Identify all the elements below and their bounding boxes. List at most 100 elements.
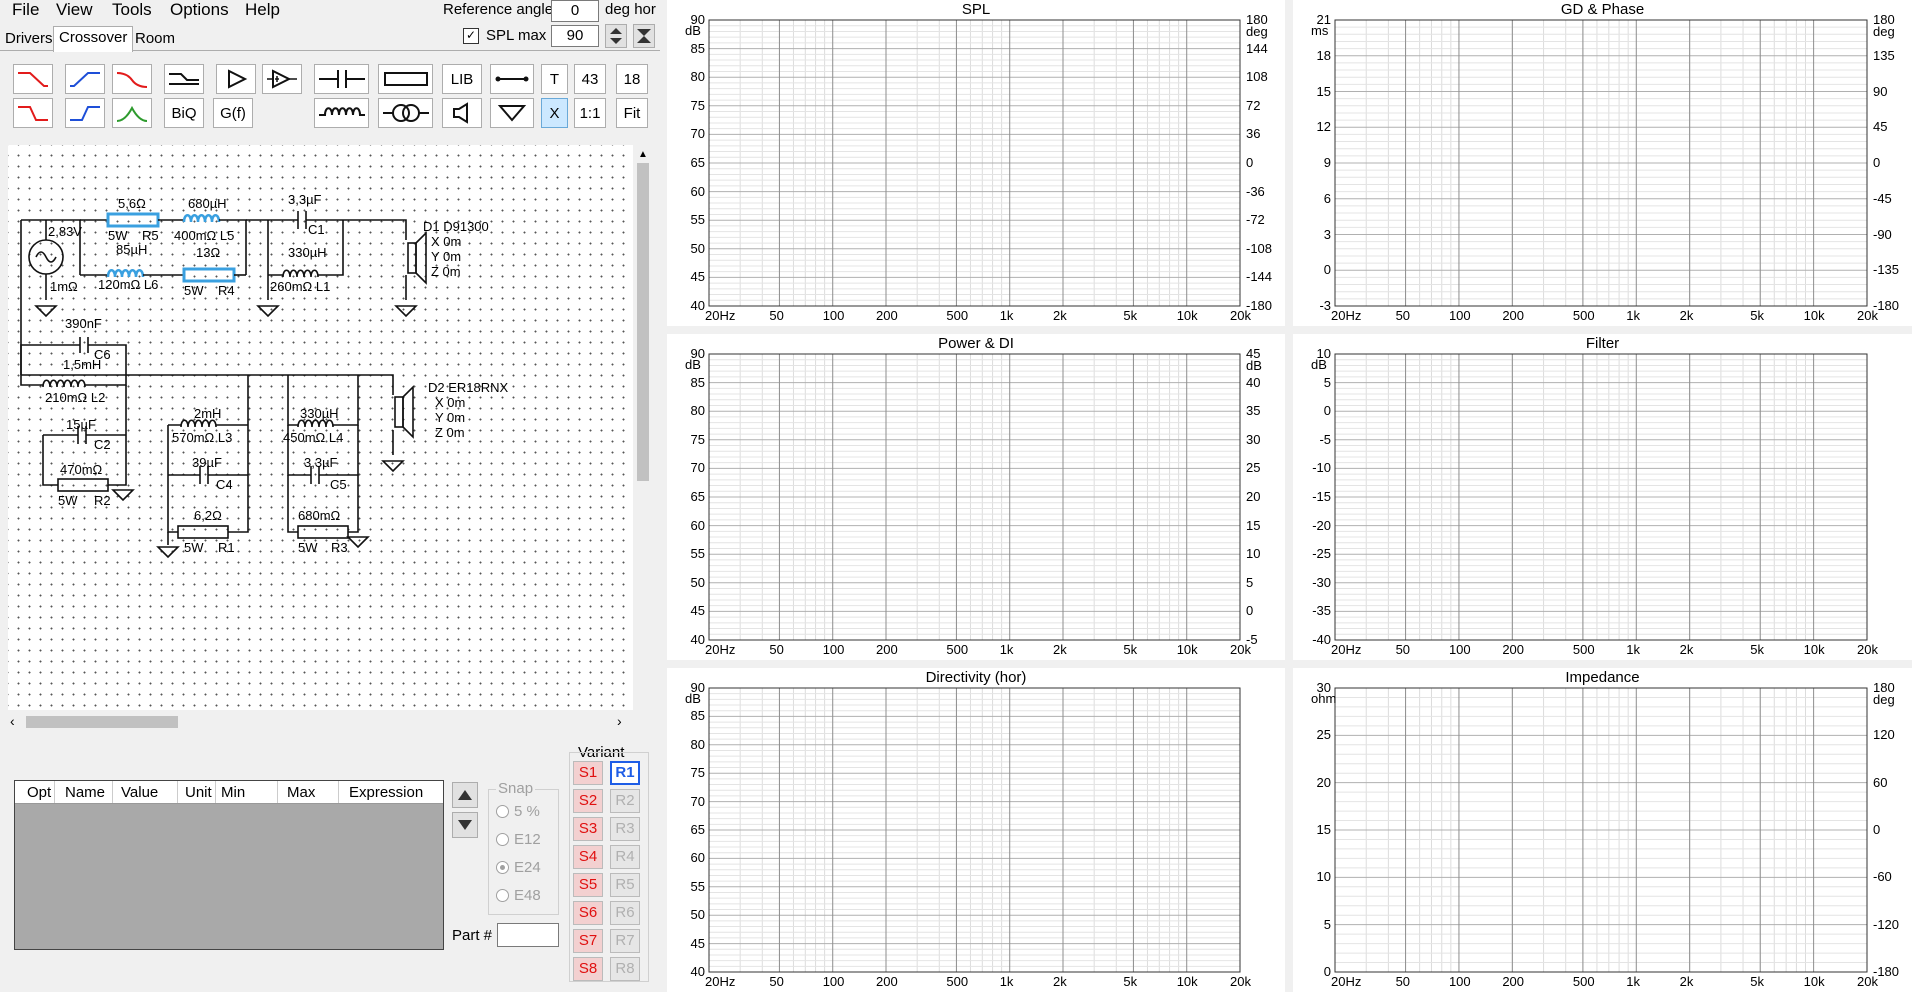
variant-s4-button[interactable]: S4	[573, 845, 603, 869]
col-expression[interactable]: Expression	[349, 784, 424, 801]
highpass-blue-2-button[interactable]	[65, 98, 105, 128]
variant-r2-button[interactable]: R2	[610, 789, 640, 813]
schematic-vscroll[interactable]: ▲	[634, 145, 652, 710]
transfer-function-button[interactable]: G(f)	[213, 98, 253, 128]
variant-r1-button[interactable]: R1	[610, 761, 640, 785]
opamp-button[interactable]	[262, 64, 302, 94]
splmax-checkbox[interactable]: ✓	[463, 28, 479, 44]
chart-power[interactable]: Power & DI 20Hz 50 100 200 500 1k 2k 5k 10k 20k 90 8…	[667, 334, 1285, 660]
text-button[interactable]: T	[541, 64, 568, 94]
chart-impedance-ytick: 25	[1316, 727, 1331, 743]
schematic-hscroll[interactable]: ‹ ›	[8, 712, 633, 730]
tab-crossover[interactable]: Crossover	[53, 26, 134, 52]
schematic-canvas[interactable]: 2,83V 1mΩ 5,6Ω 5W R5 680µH 400mΩ L5 3,3µ…	[8, 145, 633, 710]
col-unit[interactable]: Unit	[185, 784, 212, 801]
variant-r7-button[interactable]: R7	[610, 929, 640, 953]
chart-spl-y2tick: 144	[1246, 40, 1268, 56]
chart-directivity[interactable]: Directivity (hor) 20Hz 50 100 200 500 1k 2k 5k 10…	[667, 668, 1285, 992]
menu-file[interactable]: File	[12, 0, 40, 19]
zoom-1-1-button[interactable]: 1:1	[574, 98, 606, 128]
transformer-button[interactable]	[378, 98, 433, 128]
schematic-hscroll-thumb[interactable]	[26, 716, 178, 728]
col-opt[interactable]: Opt	[27, 784, 52, 801]
part-input[interactable]	[497, 923, 559, 947]
wire-button[interactable]	[490, 64, 534, 94]
chart-gd-y2tick: 45	[1873, 119, 1888, 135]
optimizer-table[interactable]: Opt Name Value Unit Min Max Expression	[14, 780, 444, 950]
chart-gd-ytick: 12	[1316, 119, 1331, 135]
lib-button[interactable]: LIB	[442, 64, 482, 94]
delete-button[interactable]: X	[541, 98, 568, 128]
chart-gd-ytick: 0	[1323, 262, 1331, 278]
menu-tools[interactable]: Tools	[112, 0, 152, 19]
chart-gd[interactable]: GD & Phase 20Hz 50 100 200 500 1k 2k 5k 10k 20k 21 1…	[1293, 0, 1912, 326]
tab-room[interactable]: Room	[135, 30, 176, 47]
variant-r3-button[interactable]: R3	[610, 817, 640, 841]
snap-e12-radio[interactable]: E12	[496, 831, 541, 848]
variant-s5-button[interactable]: S5	[573, 873, 603, 897]
highpass-blue-button[interactable]	[65, 64, 105, 94]
splmax-spinner[interactable]	[605, 24, 627, 48]
variant-s1-button[interactable]: S1	[573, 761, 603, 785]
biquad-button[interactable]: BiQ	[164, 98, 204, 128]
scroll-up-icon[interactable]: ▲	[638, 149, 648, 160]
speaker-button[interactable]	[442, 98, 482, 128]
scroll-right-icon[interactable]: ›	[617, 713, 622, 729]
lowpass-red-button[interactable]	[13, 64, 53, 94]
snap-e24-radio[interactable]: E24	[496, 859, 541, 876]
variant-r5-button[interactable]: R5	[610, 873, 640, 897]
tab-drivers[interactable]: Drivers	[5, 30, 53, 47]
value-18-button[interactable]: 18	[616, 64, 648, 94]
lowpass-red-2-button[interactable]	[13, 98, 53, 128]
c6-value: 390nF	[65, 316, 102, 331]
zoom-fit-button[interactable]: Fit	[616, 98, 648, 128]
menu-view[interactable]: View	[56, 0, 93, 19]
chart-gd-xtick: 10k	[1803, 308, 1825, 323]
snap-e48-radio[interactable]: E48	[496, 887, 541, 904]
amplifier-button[interactable]	[216, 64, 256, 94]
shelf-button[interactable]	[164, 64, 204, 94]
chart-spl-ytick: 70	[690, 126, 705, 142]
chart-gd-ytick: -3	[1319, 298, 1331, 313]
variant-s8-button[interactable]: S8	[573, 957, 603, 981]
splmax-range-button[interactable]	[633, 24, 655, 48]
scroll-left-icon[interactable]: ‹	[10, 713, 15, 729]
variant-s3-button[interactable]: S3	[573, 817, 603, 841]
chart-filter[interactable]: Filter 20Hz 50 100 200 500 1k 2k 5k 10k 20k 10 5 0 -5-…	[1293, 334, 1912, 660]
schematic-vscroll-thumb[interactable]	[637, 163, 649, 481]
bandstop-red-button[interactable]	[112, 64, 152, 94]
chart-impedance-y2tick: -180	[1873, 964, 1900, 979]
col-value[interactable]: Value	[121, 784, 159, 801]
chart-impedance[interactable]: Impedance 20Hz 50 100 200 500 1k 2k 5k 10k 20k 30 25…	[1293, 668, 1912, 992]
splmax-input[interactable]: 90	[551, 25, 599, 47]
move-down-button[interactable]	[452, 812, 478, 838]
reference-angle-input[interactable]: 0	[551, 0, 599, 22]
capacitor-button[interactable]	[314, 64, 369, 94]
snap-5pct-radio[interactable]: 5 %	[496, 803, 540, 820]
variant-r4-button[interactable]: R4	[610, 845, 640, 869]
variant-r8-button[interactable]: R8	[610, 957, 640, 981]
c4-name: C4	[216, 477, 233, 492]
chart-spl[interactable]: SPL 20Hz 50 100 200 500 1k 2k 5k 10k 20k 90 85 80 75 70…	[667, 0, 1285, 326]
chart-spl-ytick: 60	[690, 183, 705, 199]
chart-spl-y2tick: -108	[1246, 240, 1273, 256]
variant-r6-button[interactable]: R6	[610, 901, 640, 925]
ground-button[interactable]	[490, 98, 534, 128]
col-max[interactable]: Max	[287, 784, 316, 801]
variant-s2-button[interactable]: S2	[573, 789, 603, 813]
chart-gd-xtick: 500	[1572, 308, 1595, 323]
chart-impedance-plot	[1334, 687, 1868, 973]
value-43-button[interactable]: 43	[574, 64, 606, 94]
variant-s6-button[interactable]: S6	[573, 901, 603, 925]
bandpass-green-button[interactable]	[112, 98, 152, 128]
col-min[interactable]: Min	[221, 784, 246, 801]
variant-s7-button[interactable]: S7	[573, 929, 603, 953]
chart-spl-y2tick: 108	[1246, 69, 1268, 85]
menu-options[interactable]: Options	[170, 0, 229, 19]
col-name[interactable]: Name	[65, 784, 106, 801]
menu-help[interactable]: Help	[245, 0, 280, 19]
resistor-button[interactable]	[378, 64, 433, 94]
inductor-button[interactable]	[314, 98, 369, 128]
chart-impedance-ytick: 15	[1316, 822, 1331, 837]
move-up-button[interactable]	[452, 782, 478, 808]
